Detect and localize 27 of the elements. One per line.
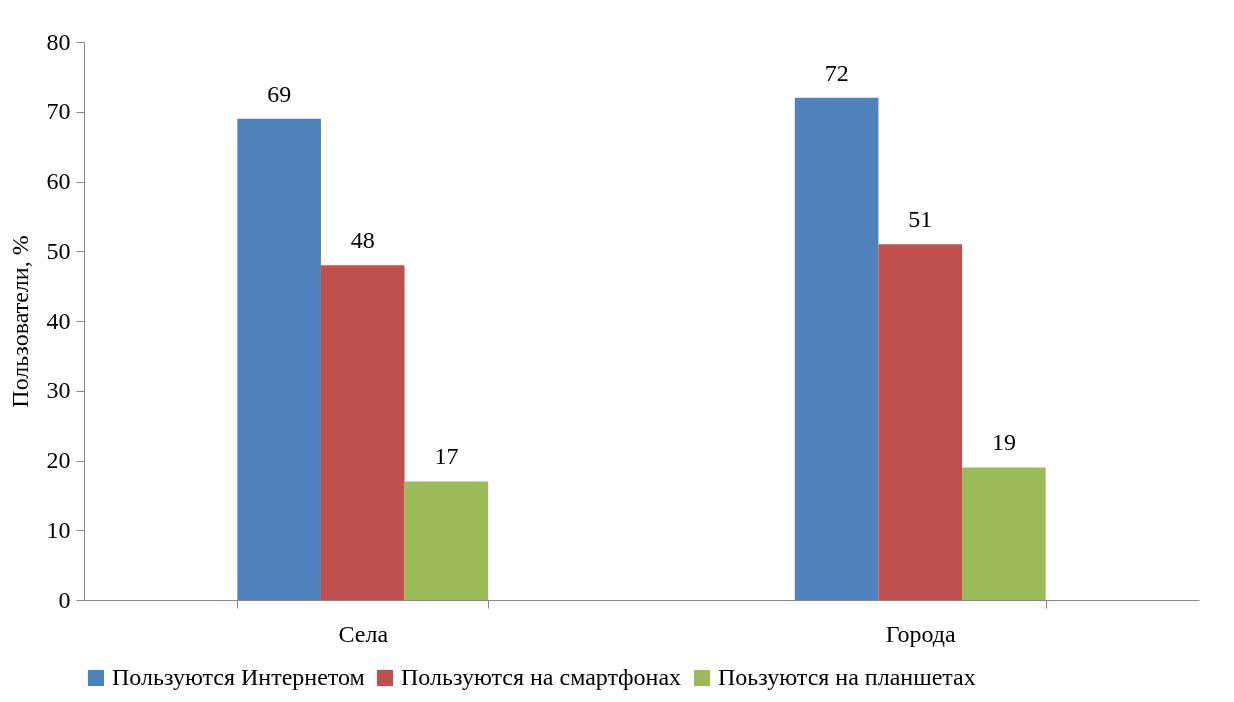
data-label: 48 [350,227,375,254]
bar [962,467,1046,600]
bar [237,118,321,600]
y-tick-label: 60 [46,168,71,194]
data-label: 19 [991,429,1016,456]
legend-label: Пользуются Интернетом [112,664,365,690]
y-tick-label: 0 [58,586,71,613]
data-label: 72 [824,59,849,86]
y-tick-label: 10 [46,516,71,543]
y-tick-label: 30 [46,377,71,404]
x-tick-label: Села [338,620,389,647]
y-tick-label: 50 [46,237,71,264]
data-label: 69 [267,80,292,107]
bar [878,244,963,600]
x-tick-label: Города [885,620,957,647]
data-label: 17 [434,443,459,470]
y-tick-label: 80 [46,28,71,55]
bar [404,481,489,600]
bar [794,97,879,600]
bar [320,265,405,600]
y-tick-label: 40 [46,307,71,334]
y-tick-label: 70 [46,98,71,125]
legend-label: Пользуются на смартфонах [401,664,682,690]
legend-label: Поьзуются на планшетах [718,664,976,690]
y-axis-title: Пользователи, % [6,235,33,408]
y-tick-label: 20 [46,447,71,473]
data-label: 51 [908,206,933,233]
